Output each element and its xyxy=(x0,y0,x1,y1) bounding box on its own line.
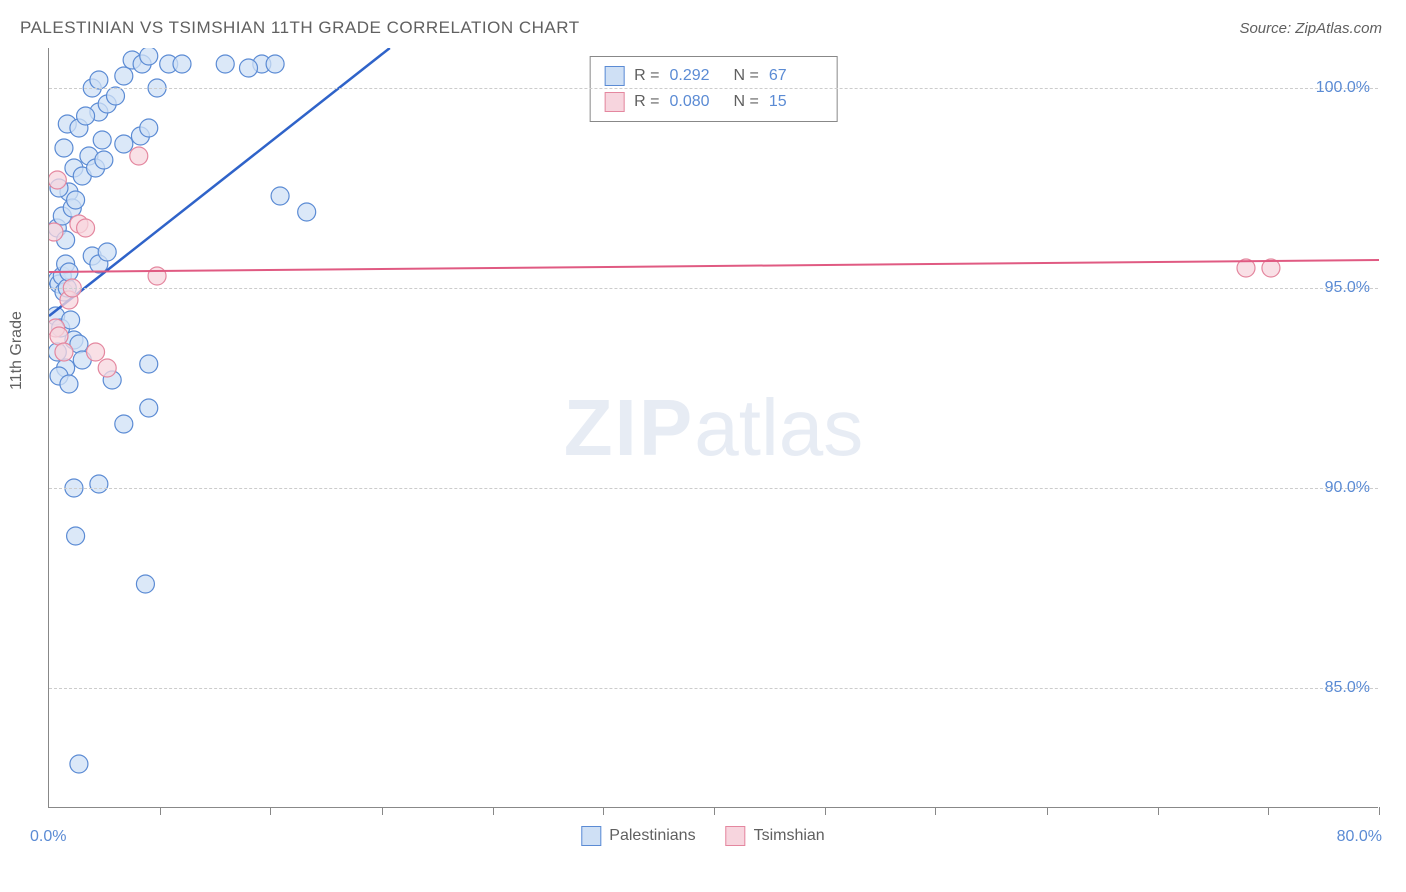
legend-row: R = 0.080 N = 15 xyxy=(604,89,823,115)
x-tick xyxy=(1268,807,1269,815)
x-tick xyxy=(1047,807,1048,815)
legend-n-label: N = xyxy=(734,63,759,89)
data-point xyxy=(298,203,316,221)
legend-r-value: 0.080 xyxy=(670,89,724,115)
data-point xyxy=(115,67,133,85)
x-tick xyxy=(1158,807,1159,815)
data-point xyxy=(140,119,158,137)
data-point xyxy=(240,59,258,77)
trend-line xyxy=(49,260,1379,272)
legend-r-label: R = xyxy=(634,63,659,89)
y-tick-label: 90.0% xyxy=(1325,479,1370,497)
data-point xyxy=(60,375,78,393)
data-point xyxy=(49,171,66,189)
data-point xyxy=(148,267,166,285)
gridline xyxy=(49,288,1378,289)
data-point xyxy=(115,415,133,433)
legend-swatch xyxy=(726,826,746,846)
y-tick-label: 95.0% xyxy=(1325,279,1370,297)
data-point xyxy=(90,475,108,493)
y-tick-label: 100.0% xyxy=(1316,79,1370,97)
x-tick xyxy=(603,807,604,815)
gridline xyxy=(49,688,1378,689)
data-point xyxy=(77,107,95,125)
x-axis-max-label: 80.0% xyxy=(1337,828,1382,846)
data-point xyxy=(140,355,158,373)
x-tick xyxy=(160,807,161,815)
data-point xyxy=(266,55,284,73)
legend-swatch xyxy=(604,66,624,86)
x-tick xyxy=(493,807,494,815)
data-point xyxy=(87,343,105,361)
x-tick xyxy=(935,807,936,815)
data-point xyxy=(93,131,111,149)
legend-r-label: R = xyxy=(634,89,659,115)
data-point xyxy=(216,55,234,73)
data-point xyxy=(49,223,63,241)
x-tick xyxy=(270,807,271,815)
data-point xyxy=(107,87,125,105)
scatter-layer xyxy=(49,48,1379,808)
y-tick-label: 85.0% xyxy=(1325,679,1370,697)
legend-n-value: 67 xyxy=(769,63,823,89)
data-point xyxy=(115,135,133,153)
data-point xyxy=(98,243,116,261)
series-legend: Palestinians Tsimshian xyxy=(581,826,824,846)
plot-area: ZIPatlas R =0.292N =67R =0.080N =15 85.0… xyxy=(48,48,1378,808)
x-axis-min-label: 0.0% xyxy=(30,828,66,846)
data-point xyxy=(67,191,85,209)
data-point xyxy=(136,575,154,593)
data-point xyxy=(77,219,95,237)
data-point xyxy=(67,527,85,545)
data-point xyxy=(140,48,158,65)
data-point xyxy=(130,147,148,165)
data-point xyxy=(140,399,158,417)
correlation-legend: R = 0.292 N = 67 R = 0.080 N = 15 xyxy=(589,56,838,122)
data-point xyxy=(55,343,73,361)
data-point xyxy=(95,151,113,169)
legend-n-value: 15 xyxy=(769,89,823,115)
data-point xyxy=(50,327,68,345)
gridline xyxy=(49,88,1378,89)
legend-r-value: 0.292 xyxy=(670,63,724,89)
x-tick xyxy=(1379,807,1380,815)
data-point xyxy=(98,359,116,377)
y-axis-title: 11th Grade xyxy=(8,311,26,390)
legend-row: R = 0.292 N = 67 xyxy=(604,63,823,89)
data-point xyxy=(173,55,191,73)
legend-series-label: Tsimshian xyxy=(754,827,825,845)
legend-swatch xyxy=(604,92,624,112)
legend-n-label: N = xyxy=(734,89,759,115)
source-attribution: Source: ZipAtlas.com xyxy=(1239,20,1382,37)
legend-series-label: Palestinians xyxy=(609,827,695,845)
data-point xyxy=(90,71,108,89)
x-tick xyxy=(714,807,715,815)
chart-title: PALESTINIAN VS TSIMSHIAN 11TH GRADE CORR… xyxy=(20,18,580,38)
legend-item: Tsimshian xyxy=(726,826,825,846)
x-tick xyxy=(382,807,383,815)
x-tick xyxy=(825,807,826,815)
gridline xyxy=(49,488,1378,489)
data-point xyxy=(70,755,88,773)
legend-item: Palestinians xyxy=(581,826,695,846)
legend-swatch xyxy=(581,826,601,846)
data-point xyxy=(271,187,289,205)
data-point xyxy=(55,139,73,157)
